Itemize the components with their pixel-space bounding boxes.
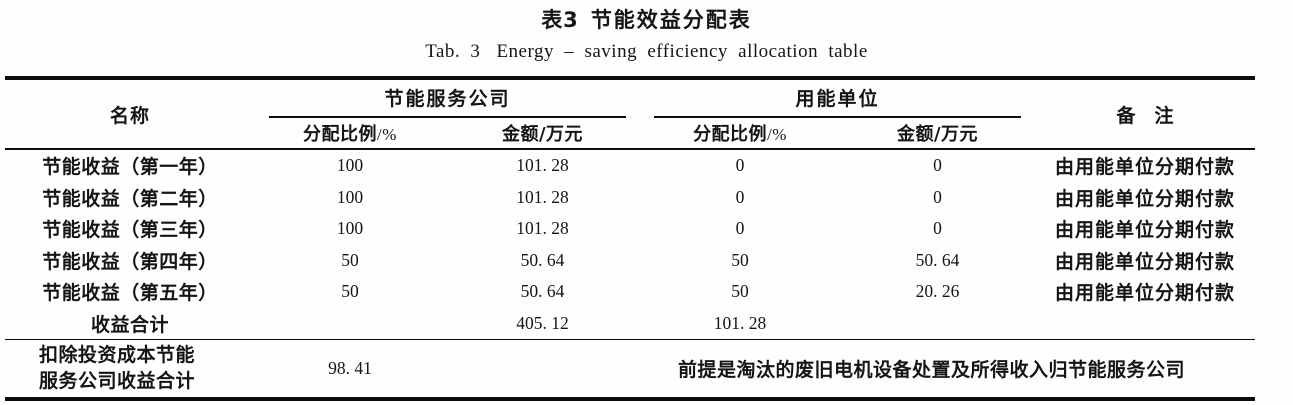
header-group-user-label: 用能单位 xyxy=(654,80,1022,118)
esco-amount-cell: 405. 12 xyxy=(516,312,569,333)
user-amount-cell xyxy=(840,308,1035,340)
header-group-esco-label: 节能服务公司 xyxy=(269,80,627,118)
table-row-total: 收益合计 405. 12 101. 28 xyxy=(5,308,1255,340)
user-amount-cell: 0 xyxy=(933,155,942,176)
table-footer-section: 扣除投资成本节能 服务公司收益合计 98. 41 前提是淘汰的废旧电机设备处置及… xyxy=(5,339,1256,400)
esco-ratio-cell xyxy=(255,308,445,340)
group-header-row: 名称 节能服务公司 用能单位 备 注 xyxy=(5,78,1255,127)
table-number-zh: 表3 xyxy=(541,8,579,32)
table-row-year2: 节能收益（第二年） 100 101. 28 0 0 由用能单位分期付款 xyxy=(5,182,1255,214)
table-row-year3: 节能收益（第三年） 100 101. 28 0 0 由用能单位分期付款 xyxy=(5,213,1255,245)
esco-amount-cell: 50. 64 xyxy=(520,281,565,302)
header-user-ratio: 分配比例/% xyxy=(640,118,840,149)
user-ratio-cell: 50 xyxy=(731,281,749,302)
header-name: 名称 xyxy=(109,104,150,127)
user-ratio-cell: 0 xyxy=(735,186,745,207)
header-group-esco: 节能服务公司 xyxy=(255,78,640,118)
allocation-table: 名称 节能服务公司 用能单位 备 注 分配比例/% 金额/万元 分配比例/% 金… xyxy=(5,76,1256,401)
user-ratio-cell: 50 xyxy=(731,249,749,270)
header-esco-ratio: 分配比例/% xyxy=(255,118,445,149)
user-amount-cell: 0 xyxy=(933,186,942,207)
table-body: 节能收益（第一年） 100 101. 28 0 0 由用能单位分期付款 节能收益… xyxy=(5,149,1255,340)
table-title-zh: 表3 节能效益分配表 xyxy=(0,0,1293,32)
remark-cell: 由用能单位分期付款 xyxy=(1055,282,1236,305)
table-row-year5: 节能收益（第五年） 50 50. 64 50 20. 26 由用能单位分期付款 xyxy=(5,276,1255,308)
table-header: 名称 节能服务公司 用能单位 备 注 分配比例/% 金额/万元 分配比例/% 金… xyxy=(5,78,1256,149)
header-remark: 备 注 xyxy=(1116,104,1174,127)
user-amount-cell: 50. 64 xyxy=(915,249,960,270)
user-ratio-cell: 0 xyxy=(735,218,745,239)
final-row-name: 扣除投资成本节能 服务公司收益合计 xyxy=(5,340,255,400)
remark-cell: 由用能单位分期付款 xyxy=(1055,219,1236,242)
final-row: 扣除投资成本节能 服务公司收益合计 98. 41 前提是淘汰的废旧电机设备处置及… xyxy=(5,340,1255,400)
esco-amount-cell: 101. 28 xyxy=(516,186,569,207)
final-note-cell: 前提是淘汰的废旧电机设备处置及所得收入归节能服务公司 xyxy=(678,359,1186,381)
esco-ratio-cell: 50 xyxy=(341,281,359,302)
esco-ratio-cell: 100 xyxy=(336,155,364,176)
table-title-en-text: Energy – saving efficiency allocation ta… xyxy=(496,41,868,62)
header-esco-amount: 金额/万元 xyxy=(501,124,584,145)
row-name: 节能收益（第四年） xyxy=(42,250,218,273)
sub-header-row: 分配比例/% 金额/万元 分配比例/% 金额/万元 xyxy=(5,118,1255,149)
esco-amount-cell: 101. 28 xyxy=(516,218,569,239)
user-ratio-cell: 0 xyxy=(735,155,745,176)
total-row-name: 收益合计 xyxy=(90,313,169,336)
table-number-en: Tab. 3 xyxy=(425,41,481,62)
esco-ratio-cell: 100 xyxy=(336,218,364,239)
user-ratio-label: 分配比例 xyxy=(693,124,768,145)
table-row-year4: 节能收益（第四年） 50 50. 64 50 50. 64 由用能单位分期付款 xyxy=(5,245,1255,277)
user-amount-cell: 0 xyxy=(933,218,942,239)
esco-ratio-unit: /% xyxy=(377,125,397,144)
row-name: 节能收益（第五年） xyxy=(42,282,218,305)
remark-cell: 由用能单位分期付款 xyxy=(1055,156,1236,179)
esco-amount-cell: 50. 64 xyxy=(520,249,565,270)
user-amount-cell: 20. 26 xyxy=(915,281,960,302)
final-row-name-line1: 扣除投资成本节能 xyxy=(39,343,196,366)
row-name: 节能收益（第三年） xyxy=(42,219,218,242)
remark-cell xyxy=(1035,308,1255,340)
esco-ratio-cell: 100 xyxy=(336,186,364,207)
esco-ratio-cell: 50 xyxy=(341,249,359,270)
final-row-name-line2: 服务公司收益合计 xyxy=(39,369,196,392)
esco-amount-cell: 101. 28 xyxy=(516,155,569,176)
esco-ratio-label: 分配比例 xyxy=(303,124,378,145)
table-row-year1: 节能收益（第一年） 100 101. 28 0 0 由用能单位分期付款 xyxy=(5,149,1255,182)
row-name: 节能收益（第二年） xyxy=(42,187,218,210)
final-esco-ratio-cell: 98. 41 xyxy=(328,358,372,378)
row-name: 节能收益（第一年） xyxy=(42,156,218,179)
table-title-en: Tab. 3 Energy – saving efficiency allocat… xyxy=(0,41,1293,63)
user-ratio-unit: /% xyxy=(767,125,787,144)
table-title-zh-text: 节能效益分配表 xyxy=(590,8,752,32)
remark-cell: 由用能单位分期付款 xyxy=(1055,187,1236,210)
header-group-user: 用能单位 xyxy=(640,78,1035,118)
header-user-amount: 金额/万元 xyxy=(896,124,979,145)
user-ratio-cell: 101. 28 xyxy=(713,312,767,333)
remark-cell: 由用能单位分期付款 xyxy=(1055,250,1236,273)
final-empty-cell xyxy=(445,340,640,400)
